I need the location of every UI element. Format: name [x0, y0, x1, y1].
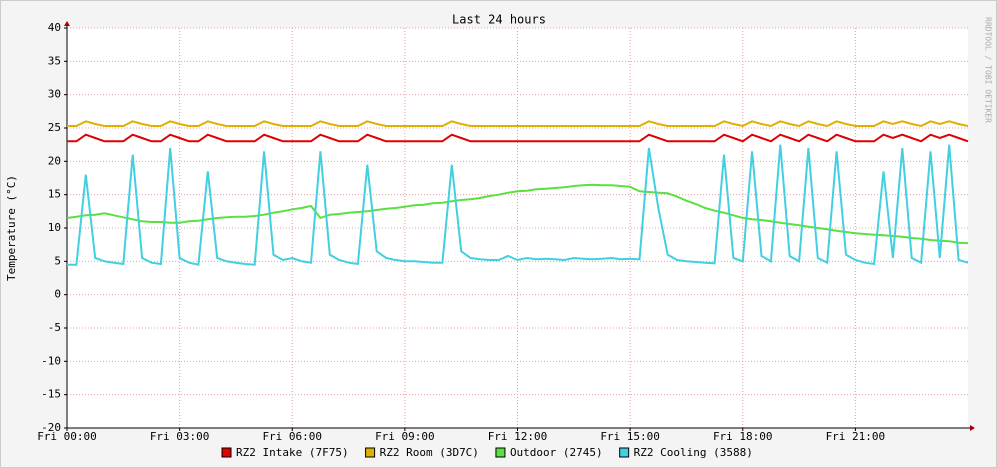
legend-swatch	[495, 447, 506, 458]
series-line	[67, 144, 969, 266]
watermark: RRDTOOL / TOBI OETIKER	[984, 17, 993, 123]
series-line	[67, 133, 969, 143]
series-line	[67, 120, 969, 128]
legend-label: RZ2 Cooling (3588)	[634, 446, 753, 459]
series-line	[66, 183, 969, 245]
legend-swatch	[619, 447, 630, 458]
y-tick-label: 5	[54, 254, 61, 267]
legend-label: RZ2 Room (3D7C)	[380, 446, 479, 459]
legend-label: RZ2 Intake (7F75)	[236, 446, 349, 459]
x-axis-arrow	[970, 425, 975, 431]
x-tick-label: Fri 15:00	[600, 430, 660, 443]
x-tick-label: Fri 18:00	[713, 430, 773, 443]
y-tick-label: 15	[48, 188, 61, 201]
x-tick-label: Fri 09:00	[375, 430, 435, 443]
x-tick-label: Fri 00:00	[37, 430, 97, 443]
chart-title: Last 24 hours	[452, 13, 546, 27]
y-tick-label: 25	[48, 121, 61, 134]
y-tick-label: 35	[48, 54, 61, 67]
legend: RZ2 Intake (7F75) RZ2 Room (3D7C) Outdoor …	[221, 446, 753, 459]
x-tick-label: Fri 03:00	[150, 430, 210, 443]
y-tick-label: 10	[48, 221, 61, 234]
x-tick-label: Fri 12:00	[488, 430, 548, 443]
y-tick-label: 20	[48, 154, 61, 167]
x-tick-label: Fri 06:00	[262, 430, 322, 443]
legend-swatch	[221, 447, 232, 458]
x-tick-label: Fri 21:00	[826, 430, 886, 443]
legend-label: Outdoor (2745)	[510, 446, 603, 459]
y-tick-label: 30	[48, 88, 61, 101]
y-tick-label: 40	[48, 21, 61, 34]
legend-swatch	[365, 447, 376, 458]
y-axis-arrow	[64, 21, 70, 26]
y-axis-label: Temperature (°C)	[5, 175, 18, 281]
y-tick-label: -5	[48, 321, 61, 334]
y-tick-label: -20	[41, 421, 61, 434]
y-tick-label: -10	[41, 354, 61, 367]
y-tick-label: -15	[41, 388, 61, 401]
y-tick-label: 0	[54, 288, 61, 301]
